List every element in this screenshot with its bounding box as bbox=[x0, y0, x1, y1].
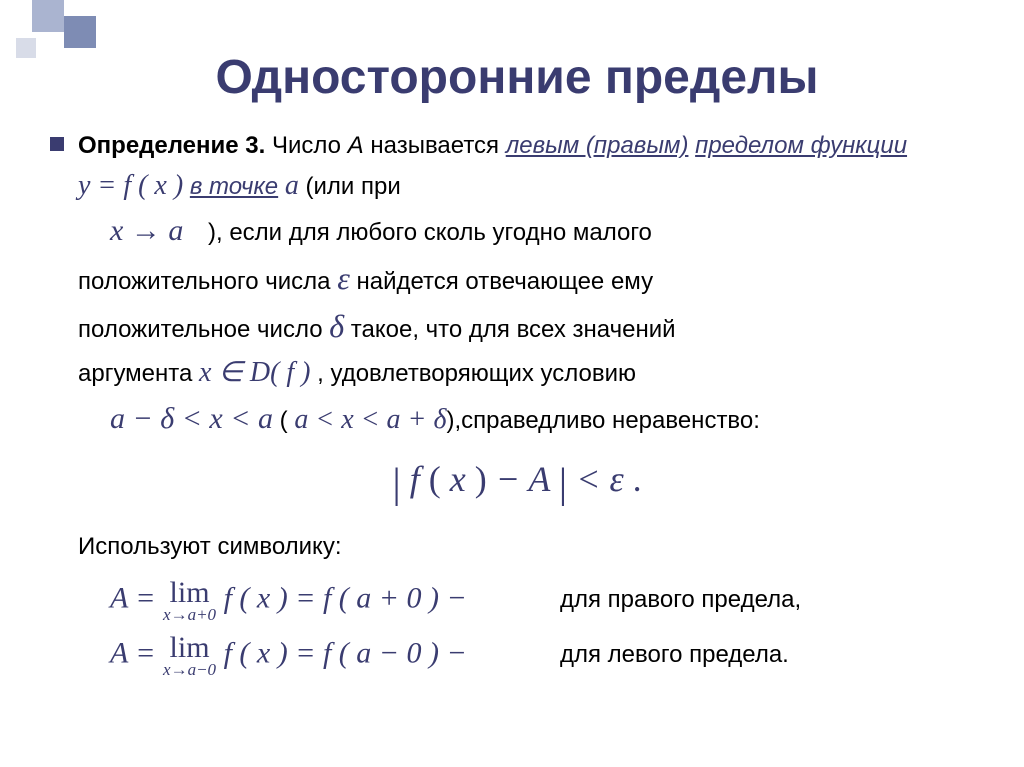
text-vtochke: в точке bbox=[190, 173, 278, 200]
text-esli: ), если для любого сколь угодно малого bbox=[208, 219, 652, 246]
definition-line-7: a − δ < x < a ( a < x < a + δ),справедли… bbox=[110, 398, 984, 440]
limit-block-2: lim x→a−0 bbox=[163, 633, 216, 678]
formula-right-limit: A = lim x→a+0 f ( x ) = f ( a + 0 ) − bbox=[110, 578, 530, 623]
eq2-desc: для левого предела. bbox=[560, 641, 789, 669]
text-ili-pri: (или при bbox=[306, 173, 401, 200]
definition-line-1: Определение 3. Число А называется левым … bbox=[78, 132, 695, 159]
limit-block-1: lim x→a+0 bbox=[163, 578, 216, 623]
deco-square-1 bbox=[32, 0, 64, 32]
lim1: lim bbox=[170, 576, 210, 609]
use-notation-label: Используют символику: bbox=[78, 530, 984, 564]
definition-block: Определение 3. Число А называется левым … bbox=[50, 127, 984, 208]
text-arg: аргумента bbox=[78, 360, 199, 387]
slide-content: Односторонние пределы Определение 3. Чис… bbox=[0, 0, 1024, 678]
text-pos1: положительного числа bbox=[78, 268, 337, 295]
definition-line-6: аргумента x ∈ D( f ) , удовлетворяющих у… bbox=[78, 353, 984, 392]
equation-left-limit: A = lim x→a−0 f ( x ) = f ( a − 0 ) − дл… bbox=[110, 633, 984, 678]
formula-yfx: y = f ( x ) bbox=[78, 170, 183, 201]
definition-line-3: x → a ), если для любого сколь угодно ма… bbox=[110, 210, 984, 252]
formula-delta: δ bbox=[329, 308, 344, 344]
def-label: Определение 3. bbox=[78, 132, 265, 159]
eq1-desc: для правого предела, bbox=[560, 586, 801, 614]
deco-square-2 bbox=[64, 16, 96, 48]
text-pos2: положительное число bbox=[78, 316, 329, 343]
bullet-icon bbox=[50, 137, 64, 151]
formula-eps: ε bbox=[337, 260, 350, 296]
main-inequality: | f ( x ) − A | < ε . bbox=[50, 458, 984, 508]
text-chislo: Число bbox=[265, 132, 347, 159]
text-nazyvaetsya: называется bbox=[364, 132, 506, 159]
paren-open: ( bbox=[280, 407, 295, 434]
definition-line-4: положительного числа ε найдется отвечающ… bbox=[78, 256, 984, 301]
eq1-rest: f ( x ) = f ( a + 0 ) − bbox=[224, 581, 467, 614]
paren-close: ), bbox=[446, 407, 461, 434]
slide-title: Односторонние пределы bbox=[50, 50, 984, 105]
formula-xtoa: x → a bbox=[110, 214, 183, 247]
text-levym-pravym: левым (правым) bbox=[506, 132, 689, 159]
formula-main: | f ( x ) − A | < ε . bbox=[392, 459, 641, 499]
formula-left-limit: A = lim x→a−0 f ( x ) = f ( a − 0 ) − bbox=[110, 633, 530, 678]
text-pos1b: найдется отвечающее ему bbox=[350, 268, 653, 295]
definition-line-5: положительное число δ такое, что для все… bbox=[78, 304, 984, 349]
formula-ineq-left: a − δ < x < a bbox=[110, 402, 273, 435]
lim1-sub: x→a+0 bbox=[163, 606, 216, 623]
text-pos2b: такое, что для всех значений bbox=[344, 316, 675, 343]
text-spravedlivo: справедливо неравенство: bbox=[461, 407, 760, 434]
lim2: lim bbox=[170, 631, 210, 664]
sp2 bbox=[183, 173, 190, 200]
formula-xinD: x ∈ D( f ) bbox=[199, 357, 310, 388]
sp3 bbox=[278, 173, 285, 200]
equation-right-limit: A = lim x→a+0 f ( x ) = f ( a + 0 ) − дл… bbox=[110, 578, 984, 623]
text-predelom: пределом функции bbox=[695, 132, 907, 159]
eq1-A: A = bbox=[110, 581, 156, 614]
deco-square-3 bbox=[16, 38, 36, 58]
text-A: А bbox=[348, 132, 364, 159]
formula-a: a bbox=[285, 170, 299, 201]
formula-ineq-right: a < x < a + δ bbox=[294, 404, 446, 435]
text-udovl: , удовлетворяющих условию bbox=[311, 360, 637, 387]
eq2-A: A = bbox=[110, 636, 156, 669]
eq2-rest: f ( x ) = f ( a − 0 ) − bbox=[224, 636, 467, 669]
lim2-sub: x→a−0 bbox=[163, 661, 216, 678]
